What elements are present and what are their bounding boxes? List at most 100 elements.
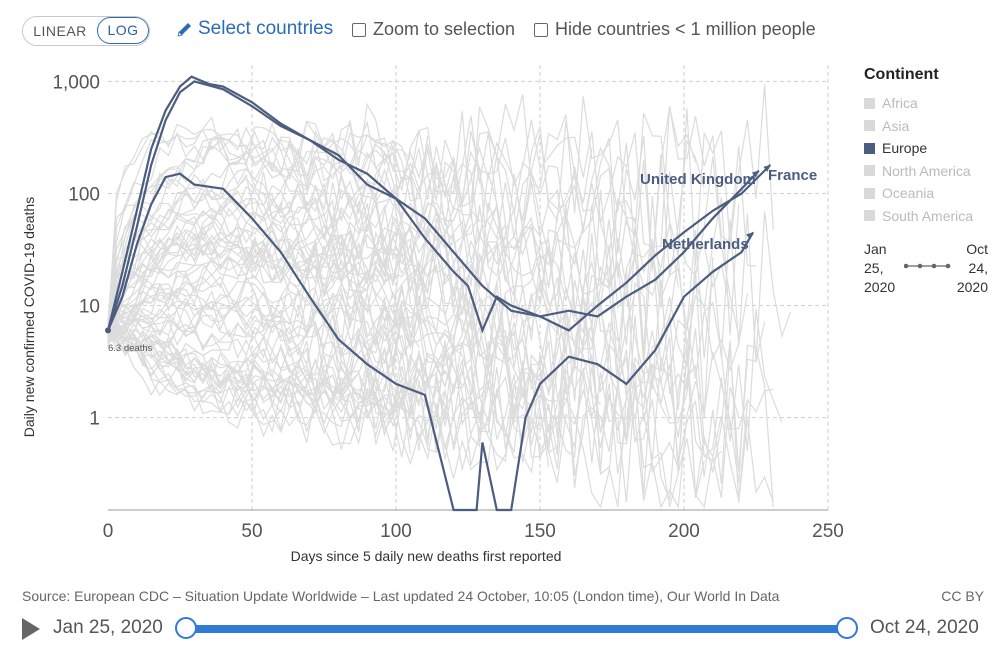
legend-swatch — [864, 187, 875, 199]
y-axis-label: Daily new confirmed COVID-19 deaths — [21, 197, 37, 437]
background-country-line — [107, 318, 368, 410]
background-country-line — [107, 302, 671, 443]
x-tick-label: 50 — [241, 521, 262, 542]
toolbar: LINEAR LOG Select countries Zoom to sele… — [0, 0, 1000, 60]
start-point-marker — [105, 327, 111, 334]
series-label[interactable]: United Kingdom — [640, 171, 756, 188]
mini-start-month: Jan — [864, 241, 887, 257]
pencil-icon — [177, 23, 191, 37]
background-country-line — [107, 310, 463, 387]
background-country-line — [107, 214, 455, 343]
legend-label: Oceania — [882, 185, 935, 202]
x-axis-label: Days since 5 daily new deaths first repo… — [291, 548, 562, 564]
background-lines — [107, 84, 792, 509]
legend-swatch — [864, 120, 875, 132]
source-note: Source: European CDC – Situation Update … — [22, 588, 780, 604]
background-country-line — [107, 151, 403, 320]
zoom-to-selection-checkbox[interactable]: Zoom to selection — [352, 19, 515, 40]
hide-label: Hide countries < 1 million people — [555, 19, 816, 39]
timeline-start-handle[interactable] — [175, 617, 197, 639]
x-tick-label: 150 — [524, 521, 556, 542]
series-end-arrow — [751, 170, 759, 178]
axes: 1 10 100 1,000 0 50 100 150 200 250 — [52, 72, 843, 542]
highlighted-series: United Kingdom France Netherlands — [105, 75, 817, 512]
legend-swatch — [864, 142, 875, 154]
legend-title: Continent — [864, 66, 939, 83]
mini-start-year: 2020 — [864, 279, 896, 295]
background-country-line — [107, 205, 524, 327]
background-country-line — [107, 160, 679, 325]
legend-swatch — [864, 97, 875, 109]
series-end-arrow — [763, 164, 771, 172]
legend-item-africa[interactable]: Africa — [864, 92, 994, 115]
background-country-line — [107, 337, 653, 495]
x-tick-label: 250 — [812, 521, 844, 542]
legend-item-north-america[interactable]: North America — [864, 160, 994, 183]
background-country-line — [107, 107, 697, 337]
y-tick-label: 100 — [68, 184, 100, 205]
legend-item-asia[interactable]: Asia — [864, 115, 994, 138]
legend-label: Europe — [882, 140, 928, 157]
select-countries-label: Select countries — [198, 18, 334, 39]
series-line-united-kingdom[interactable] — [106, 75, 760, 331]
mini-timeline-line — [904, 263, 951, 269]
background-country-line — [107, 136, 705, 331]
background-country-line — [107, 239, 386, 325]
x-tick-label: 100 — [380, 521, 412, 542]
play-icon[interactable] — [22, 618, 40, 640]
mini-end-year: 2020 — [956, 279, 988, 295]
hide-small-countries-checkbox[interactable]: Hide countries < 1 million people — [534, 19, 816, 40]
series-line-france[interactable] — [106, 80, 772, 334]
series-label[interactable]: Netherlands — [662, 236, 749, 253]
background-country-line — [107, 261, 481, 355]
background-country-line — [107, 322, 722, 474]
background-country-line — [107, 291, 558, 385]
series-end-arrow — [746, 232, 754, 240]
series-label[interactable]: France — [768, 167, 817, 184]
legend-item-south-america[interactable]: South America — [864, 205, 994, 228]
mini-end-day: 24, — [968, 260, 988, 276]
mini-timeline-end: Oct 24, 2020 — [957, 240, 988, 297]
background-country-line — [107, 318, 627, 448]
linear-scale-button[interactable]: LINEAR — [23, 17, 97, 45]
legend-label: Asia — [882, 117, 910, 134]
start-annotation: 6.3 deaths — [108, 343, 153, 354]
background-country-line — [107, 182, 636, 341]
legend-label: Africa — [882, 95, 918, 112]
legend-item-oceania[interactable]: Oceania — [864, 182, 994, 205]
scale-toggle: LINEAR LOG — [22, 16, 150, 46]
x-tick-label: 200 — [668, 521, 700, 542]
background-country-line — [107, 162, 481, 331]
mini-end-month: Oct — [966, 241, 988, 257]
legend: Continent Africa Asia Europe North America O… — [864, 66, 994, 227]
background-country-line — [107, 205, 584, 333]
background-country-line — [107, 237, 662, 353]
y-tick-label: 1,000 — [52, 72, 100, 93]
checkbox-box — [534, 22, 548, 37]
legend-label: North America — [882, 162, 971, 179]
background-country-line — [107, 309, 783, 460]
timeline-slider-track[interactable] — [185, 625, 847, 633]
timeline-end-handle[interactable] — [836, 617, 858, 639]
background-country-line — [107, 327, 411, 454]
license-link[interactable]: CC BY — [941, 588, 984, 604]
zoom-label: Zoom to selection — [373, 19, 516, 39]
mini-timeline-start: Jan 25, 2020 — [864, 240, 895, 297]
select-countries-link[interactable]: Select countries — [176, 18, 333, 40]
chart-area: 1 10 100 1,000 0 50 100 150 200 250 United Kingdo… — [21, 65, 844, 564]
background-country-line — [107, 214, 455, 318]
legend-item-europe[interactable]: Europe — [864, 137, 994, 160]
y-tick-label: 10 — [79, 297, 100, 318]
background-country-line — [107, 120, 385, 339]
timeline-start-date: Jan 25, 2020 — [53, 617, 163, 638]
series-line-netherlands[interactable] — [106, 172, 755, 512]
log-scale-button[interactable]: LOG — [97, 17, 149, 44]
timeline-end-date: Oct 24, 2020 — [870, 617, 979, 638]
mini-start-day: 25, — [864, 260, 884, 276]
x-tick-label: 0 — [103, 521, 114, 542]
mini-timeline: Jan 25, 2020 Oct 24, 2020 — [864, 240, 994, 300]
legend-items: Africa Asia Europe North America Oceania Sout… — [864, 92, 994, 227]
background-country-line — [107, 325, 774, 503]
legend-swatch — [864, 210, 875, 222]
checkbox-box — [352, 22, 366, 37]
